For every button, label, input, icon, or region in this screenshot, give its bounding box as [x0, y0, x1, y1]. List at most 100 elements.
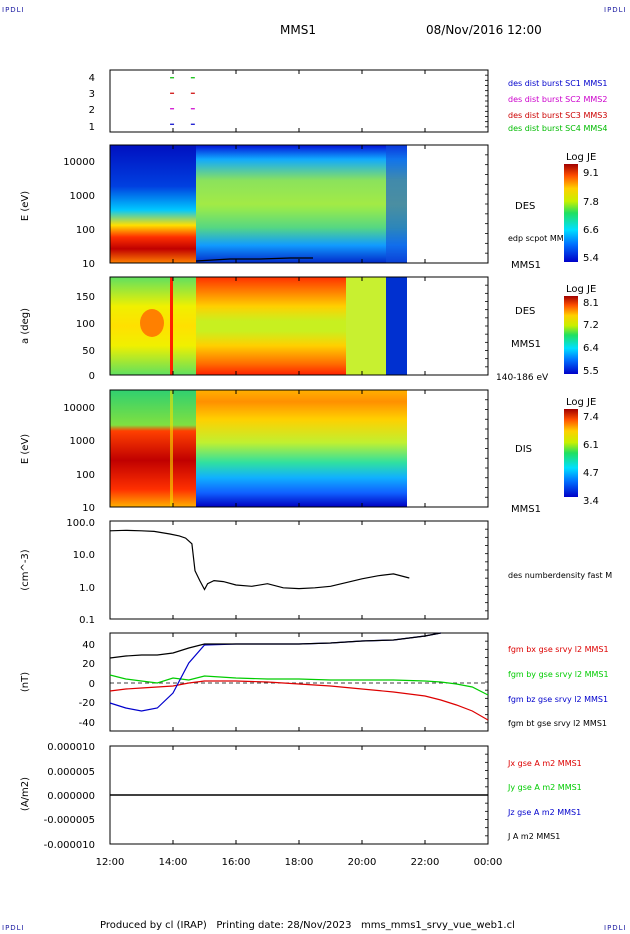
dis-energy-side-label: DIS: [515, 444, 532, 455]
des-pitch-spectrogram-region-late: [346, 277, 386, 375]
des-energy-colorbar-title: Log JE: [566, 152, 596, 163]
bfield-bx-line: [109, 680, 489, 721]
time-axis: 12:00 14:00 16:00 18:00 20:00 22:00 00:0…: [96, 857, 503, 868]
bfield-ytick-40: 40: [82, 640, 95, 651]
des-scpot-line: [195, 257, 313, 262]
bfield-legend-by: fgm by gse srvy l2 MMS1: [508, 670, 609, 679]
current-ytick-1: 0.000005: [47, 767, 95, 778]
burst-legend-sc2: des dist burst SC2 MMS2: [508, 95, 607, 104]
des-pitch-cbar-tick-0: 8.1: [583, 298, 599, 309]
des-energy-ytick-10000: 10000: [63, 157, 95, 168]
current-ytick-4: -0.000010: [44, 840, 95, 851]
des-pitch-ytick-50: 50: [82, 346, 95, 357]
dis-energy-colorbar: [564, 409, 578, 497]
magnetic-field-plot: [109, 632, 489, 721]
des-energy-panel: 10000 1000 100 10 E (eV) DES edp scpot M…: [20, 144, 599, 271]
dis-energy-side-label-mms1: MMS1: [511, 504, 541, 515]
time-tick-0000: 00:00: [474, 857, 503, 868]
des-pitch-colorbar-title: Log JE: [566, 284, 596, 295]
density-ytick-100: 100.0: [66, 518, 95, 529]
des-energy-cbar-tick-1: 7.8: [583, 197, 599, 208]
des-pitch-spectrogram-region-end: [386, 277, 407, 375]
bfield-by-line: [109, 674, 489, 696]
des-energy-side-label-scpot: edp scpot MMS1: [508, 234, 574, 243]
dis-energy-colorbar-title: Log JE: [566, 397, 596, 408]
time-tick-2200: 22:00: [411, 857, 440, 868]
dis-energy-cbar-tick-2: 4.7: [583, 468, 599, 479]
time-tick-2000: 20:00: [348, 857, 377, 868]
des-pitch-ytick-150: 150: [76, 292, 95, 303]
bfield-ytick-0: 0: [89, 679, 95, 690]
des-pitch-side-label-mms1: MMS1: [511, 339, 541, 350]
current-ytick-3: -0.000005: [44, 815, 95, 826]
time-tick-1400: 14:00: [159, 857, 188, 868]
des-pitch-spectrogram-region-after: [196, 277, 346, 375]
current-legend-jx: Jx gse A m2 MMS1: [507, 759, 582, 768]
des-pitch-ylabel: a (deg): [20, 308, 31, 344]
burst-legend-sc3: des dist burst SC3 MMS3: [508, 111, 607, 120]
current-legend-jz: Jz gse A m2 MMS1: [507, 808, 581, 817]
density-ytick-10: 10.0: [73, 550, 95, 561]
des-energy-ytick-100: 100: [76, 225, 95, 236]
bfield-legend-bt: fgm bt gse srvy l2 MMS1: [508, 719, 607, 728]
density-panel: 100.0 10.0 1.0 0.1 (cm^-3) des numberden…: [20, 518, 612, 626]
dis-energy-ytick-10: 10: [82, 503, 95, 514]
density-series-line: [109, 529, 410, 591]
des-energy-ytick-10: 10: [82, 259, 95, 270]
des-pitch-hotspot: [140, 309, 164, 337]
corner-tag-top-left: IPDLI: [2, 6, 25, 14]
burst-y-axis: 4 3 2 1: [89, 73, 95, 133]
current-ytick-0: 0.000010: [47, 742, 95, 753]
des-energy-ylabel: E (eV): [20, 191, 31, 221]
bfield-ylabel: (nT): [20, 672, 31, 692]
mission-title: MMS1: [280, 23, 316, 37]
des-pitch-ytick-0: 0: [89, 371, 95, 382]
burst-ytick-4: 4: [89, 73, 95, 84]
burst-frame: [109, 69, 489, 133]
time-tick-1600: 16:00: [222, 857, 251, 868]
burst-legend-sc4: des dist burst SC4 MMS4: [508, 124, 607, 133]
current-legend-j: J A m2 MMS1: [507, 832, 560, 841]
dis-energy-cbar-tick-0: 7.4: [583, 412, 599, 423]
density-ytick-1: 1.0: [79, 583, 95, 594]
bfield-bt-line: [109, 632, 441, 659]
density-ylabel: (cm^-3): [20, 549, 31, 590]
bfield-ytick-minus20: -20: [79, 698, 95, 709]
dis-energy-spectrogram-region-before: [110, 390, 196, 507]
dis-energy-ytick-100: 100: [76, 470, 95, 481]
corner-tag-top-right: IPDLI: [604, 6, 627, 14]
des-pitch-side-label: DES: [515, 306, 535, 317]
magnetic-field-panel: 40 20 0 -20 -40 (nT) fgm bx gse srvy l2 …: [20, 632, 609, 732]
bfield-ytick-20: 20: [82, 659, 95, 670]
dis-energy-ylabel: E (eV): [20, 434, 31, 464]
des-energy-ytick-1000: 1000: [70, 191, 95, 202]
magnetic-field-frame: [109, 632, 489, 732]
bfield-legend-bx: fgm bx gse srvy l2 MMS1: [508, 645, 609, 654]
current-density-panel: 0.000010 0.000005 0.000000 -0.000005 -0.…: [20, 742, 582, 851]
dis-energy-panel: 10000 1000 100 10 E (eV) DIS MMS1 Log JE…: [20, 389, 599, 515]
des-energy-cbar-tick-0: 9.1: [583, 168, 599, 179]
burst-ytick-1: 1: [89, 122, 95, 133]
des-energy-cbar-tick-3: 5.4: [583, 253, 599, 264]
density-legend: des numberdensity fast M: [508, 571, 612, 580]
burst-panel: 4 3 2 1 des dist burst SC1 MMS1 des dist…: [89, 69, 607, 133]
bfield-legend-bz: fgm bz gse srvy l2 MMS1: [508, 695, 608, 704]
burst-markers: [170, 77, 195, 125]
des-pitch-cbar-tick-3: 5.5: [583, 366, 599, 377]
density-ytick-0-1: 0.1: [79, 615, 95, 626]
current-ytick-2: 0.000000: [47, 791, 95, 802]
time-tick-1800: 18:00: [285, 857, 314, 868]
des-energy-spectrogram-region-before: [110, 145, 196, 263]
bfield-ytick-minus40: -40: [79, 718, 95, 729]
burst-ytick-2: 2: [89, 105, 95, 116]
des-energy-spectrogram-region-after: [196, 145, 407, 263]
tick-marks: [109, 70, 489, 844]
des-pitch-colorbar: [564, 296, 578, 374]
corner-tag-bottom-left: IPDLI: [2, 924, 25, 932]
dis-energy-cbar-tick-3: 3.4: [583, 496, 599, 507]
dis-energy-ytick-10000: 10000: [63, 403, 95, 414]
des-pitch-cbar-tick-2: 6.4: [583, 343, 599, 354]
footer-credit: Produced by cl (IRAP) Printing date: 28/…: [100, 920, 515, 931]
des-energy-spectrogram-region-end: [386, 145, 407, 263]
